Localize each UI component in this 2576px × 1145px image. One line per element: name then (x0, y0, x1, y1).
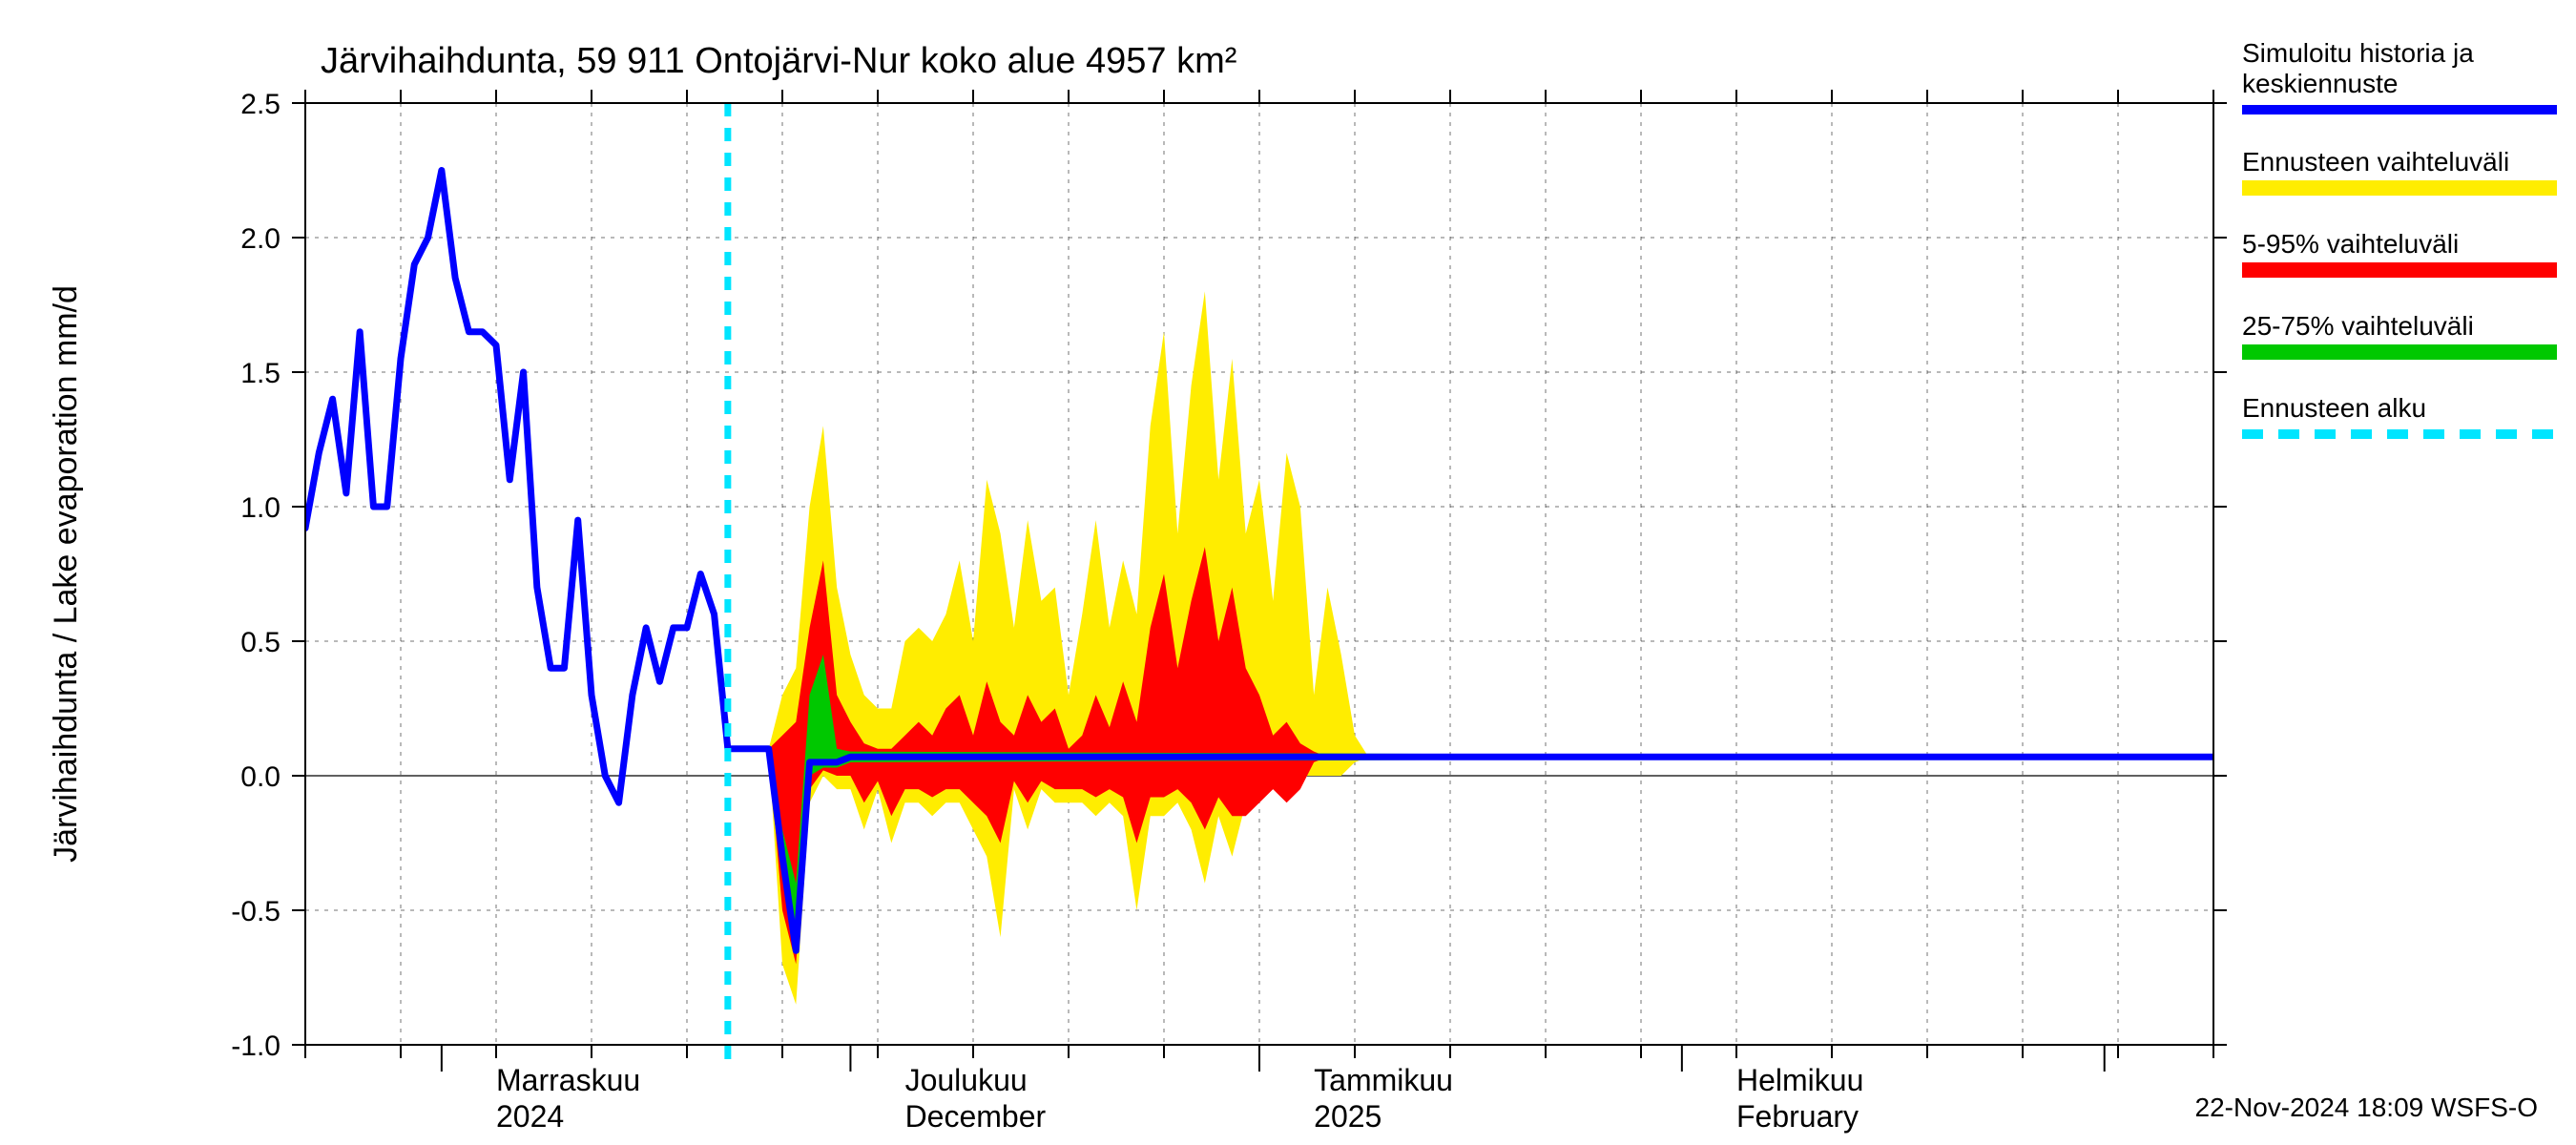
y-axis-label: Järvihaihdunta / Lake evaporation mm/d (48, 285, 84, 863)
svg-text:Simuloitu historia ja: Simuloitu historia ja (2242, 38, 2474, 68)
svg-text:-1.0: -1.0 (231, 1030, 280, 1062)
svg-text:0.0: 0.0 (240, 761, 280, 793)
svg-text:Joulukuu: Joulukuu (905, 1063, 1028, 1097)
svg-text:December: December (905, 1099, 1047, 1134)
svg-text:Ennusteen alku: Ennusteen alku (2242, 393, 2426, 423)
svg-text:0.5: 0.5 (240, 627, 280, 658)
timestamp-footer: 22-Nov-2024 18:09 WSFS-O (2195, 1093, 2539, 1122)
svg-text:5-95% vaihteluväli: 5-95% vaihteluväli (2242, 229, 2459, 259)
svg-text:Ennusteen vaihteluväli: Ennusteen vaihteluväli (2242, 147, 2509, 177)
chart-svg: -1.0 -0.5 0.0 0.5 1.0 1.5 2.0 2.5 Marraskuu2024 J… (0, 0, 2576, 1145)
svg-text:25-75% vaihteluväli: 25-75% vaihteluväli (2242, 311, 2474, 341)
svg-text:Tammikuu: Tammikuu (1314, 1063, 1453, 1097)
svg-text:February: February (1736, 1099, 1859, 1134)
svg-text:2024: 2024 (496, 1099, 564, 1134)
svg-text:Helmikuu: Helmikuu (1736, 1063, 1863, 1097)
svg-text:2.5: 2.5 (240, 89, 280, 120)
svg-text:keskiennuste: keskiennuste (2242, 69, 2398, 98)
chart-container: -1.0 -0.5 0.0 0.5 1.0 1.5 2.0 2.5 Marraskuu2024 J… (0, 0, 2576, 1145)
svg-text:Marraskuu: Marraskuu (496, 1063, 640, 1097)
svg-text:1.5: 1.5 (240, 358, 280, 389)
svg-text:1.0: 1.0 (240, 492, 280, 524)
svg-text:2025: 2025 (1314, 1099, 1381, 1134)
svg-text:2.0: 2.0 (240, 223, 280, 255)
svg-text:-0.5: -0.5 (231, 896, 280, 927)
chart-title: Järvihaihdunta, 59 911 Ontojärvi-Nur kok… (321, 41, 1236, 81)
